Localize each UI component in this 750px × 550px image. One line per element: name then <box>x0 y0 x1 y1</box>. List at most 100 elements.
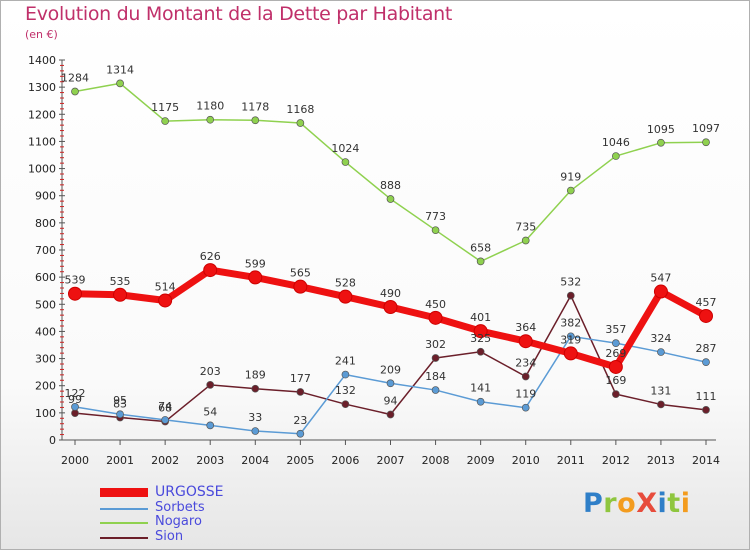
value-label-sorbets: 119 <box>515 388 536 401</box>
tick-labels: 0 100 200 300 400 500 600 700 800 900 1000 1100 1200… <box>28 54 720 467</box>
point-nogaro <box>612 152 620 160</box>
y-tick-label: 900 <box>35 190 56 203</box>
logo-letter: o <box>617 488 637 519</box>
value-label-sorbets: 122 <box>65 387 86 400</box>
point-sorbets <box>657 348 665 356</box>
logo-letter: t <box>667 488 681 519</box>
value-label-urgosse: 599 <box>245 257 266 270</box>
legend-swatch-nogaro <box>100 522 148 524</box>
point-urgosse <box>699 308 713 323</box>
point-sion <box>702 406 710 414</box>
point-nogaro <box>341 158 350 166</box>
value-label-sion: 532 <box>560 276 581 289</box>
value-label-nogaro: 888 <box>380 179 401 192</box>
value-label-sorbets: 241 <box>335 355 356 368</box>
y-tick-label: 500 <box>35 298 56 311</box>
point-urgosse <box>653 284 668 299</box>
value-label-sion: 94 <box>384 394 398 407</box>
point-urgosse <box>428 310 443 325</box>
value-label-nogaro: 1097 <box>692 122 720 135</box>
legend-label-sion: Sion <box>155 529 184 544</box>
value-label-sorbets: 33 <box>248 411 262 424</box>
y-tick-label: 300 <box>35 353 56 366</box>
value-label-nogaro: 1095 <box>647 123 675 136</box>
value-label-nogaro: 735 <box>515 221 536 234</box>
value-label-urgosse: 539 <box>65 274 86 287</box>
value-label-nogaro: 1284 <box>61 71 89 84</box>
value-label-urgosse: 528 <box>335 277 356 290</box>
point-sion <box>657 400 665 409</box>
value-label-nogaro: 658 <box>470 241 491 254</box>
value-label-nogaro: 919 <box>560 171 581 184</box>
point-urgosse <box>293 279 308 294</box>
point-sorbets <box>341 370 350 379</box>
point-urgosse <box>248 270 263 285</box>
y-tick-label: 700 <box>35 244 56 257</box>
point-urgosse <box>338 289 353 304</box>
value-label-urgosse: 319 <box>560 333 581 346</box>
value-label-sorbets: 184 <box>425 370 446 383</box>
point-nogaro <box>206 115 215 124</box>
point-sion <box>296 388 305 396</box>
value-label-sorbets: 382 <box>560 316 581 329</box>
value-label-sorbets: 54 <box>203 405 217 418</box>
point-sion <box>206 381 215 389</box>
value-label-sion: 131 <box>650 384 671 397</box>
value-label-sion: 169 <box>605 374 626 387</box>
legend-swatch-sorbets <box>100 508 148 510</box>
value-label-sorbets: 357 <box>605 323 626 336</box>
point-nogaro <box>116 79 124 88</box>
y-tick-label: 1400 <box>28 54 56 67</box>
point-sorbets <box>476 397 485 406</box>
point-urgosse <box>158 293 173 308</box>
legend-item-sion: Sion <box>100 530 300 546</box>
point-sorbets <box>71 403 79 411</box>
point-sion <box>341 400 350 409</box>
x-tick-label: 2013 <box>647 454 675 467</box>
value-label-urgosse: 401 <box>470 311 491 324</box>
point-sion <box>476 347 485 356</box>
legend-label-nogaro: Nogaro <box>155 514 202 529</box>
legend-swatch-sion <box>100 537 148 539</box>
y-tick-label: 1200 <box>28 108 56 121</box>
y-tick-label: 0 <box>49 434 56 447</box>
point-nogaro <box>251 116 260 125</box>
value-label-nogaro: 1168 <box>286 103 314 116</box>
value-label-sion: 302 <box>425 338 446 351</box>
value-label-sorbets: 324 <box>650 332 671 345</box>
point-urgosse <box>608 359 623 374</box>
value-label-urgosse: 547 <box>650 272 671 285</box>
value-label-sion: 83 <box>113 397 127 410</box>
point-urgosse <box>473 324 488 339</box>
value-label-nogaro: 773 <box>425 210 446 223</box>
value-label-urgosse: 364 <box>515 321 536 334</box>
plot-area <box>68 79 713 438</box>
value-label-sion: 325 <box>470 332 491 345</box>
point-sorbets <box>206 421 215 430</box>
value-label-sion: 132 <box>335 384 356 397</box>
point-sorbets <box>386 379 395 388</box>
value-label-nogaro: 1175 <box>151 101 179 114</box>
y-tick-label: 1300 <box>28 81 56 94</box>
point-nogaro <box>386 195 395 203</box>
y-tick-label: 200 <box>35 380 56 393</box>
x-tick-label: 2010 <box>512 454 540 467</box>
point-nogaro <box>71 87 79 96</box>
value-label-urgosse: 457 <box>696 296 717 309</box>
value-label-sion: 99 <box>68 393 82 406</box>
point-sorbets <box>431 386 440 394</box>
axes <box>59 59 716 445</box>
y-tick-label: 1000 <box>28 163 56 176</box>
point-nogaro <box>161 117 169 125</box>
value-label-sorbets: 287 <box>696 342 717 355</box>
logo-letter: i <box>680 488 691 519</box>
y-tick-label: 800 <box>35 217 56 230</box>
legend-label-sorbets: Sorbets <box>155 500 205 515</box>
value-label-sorbets: 95 <box>113 394 127 407</box>
value-label-sion: 68 <box>158 402 172 415</box>
value-labels: 1284 1314 1175 1180 1178 1168 1024 888 773 658 735… <box>61 63 720 426</box>
x-tick-label: 2002 <box>151 454 179 467</box>
point-nogaro <box>296 119 305 127</box>
point-sion <box>251 384 260 393</box>
